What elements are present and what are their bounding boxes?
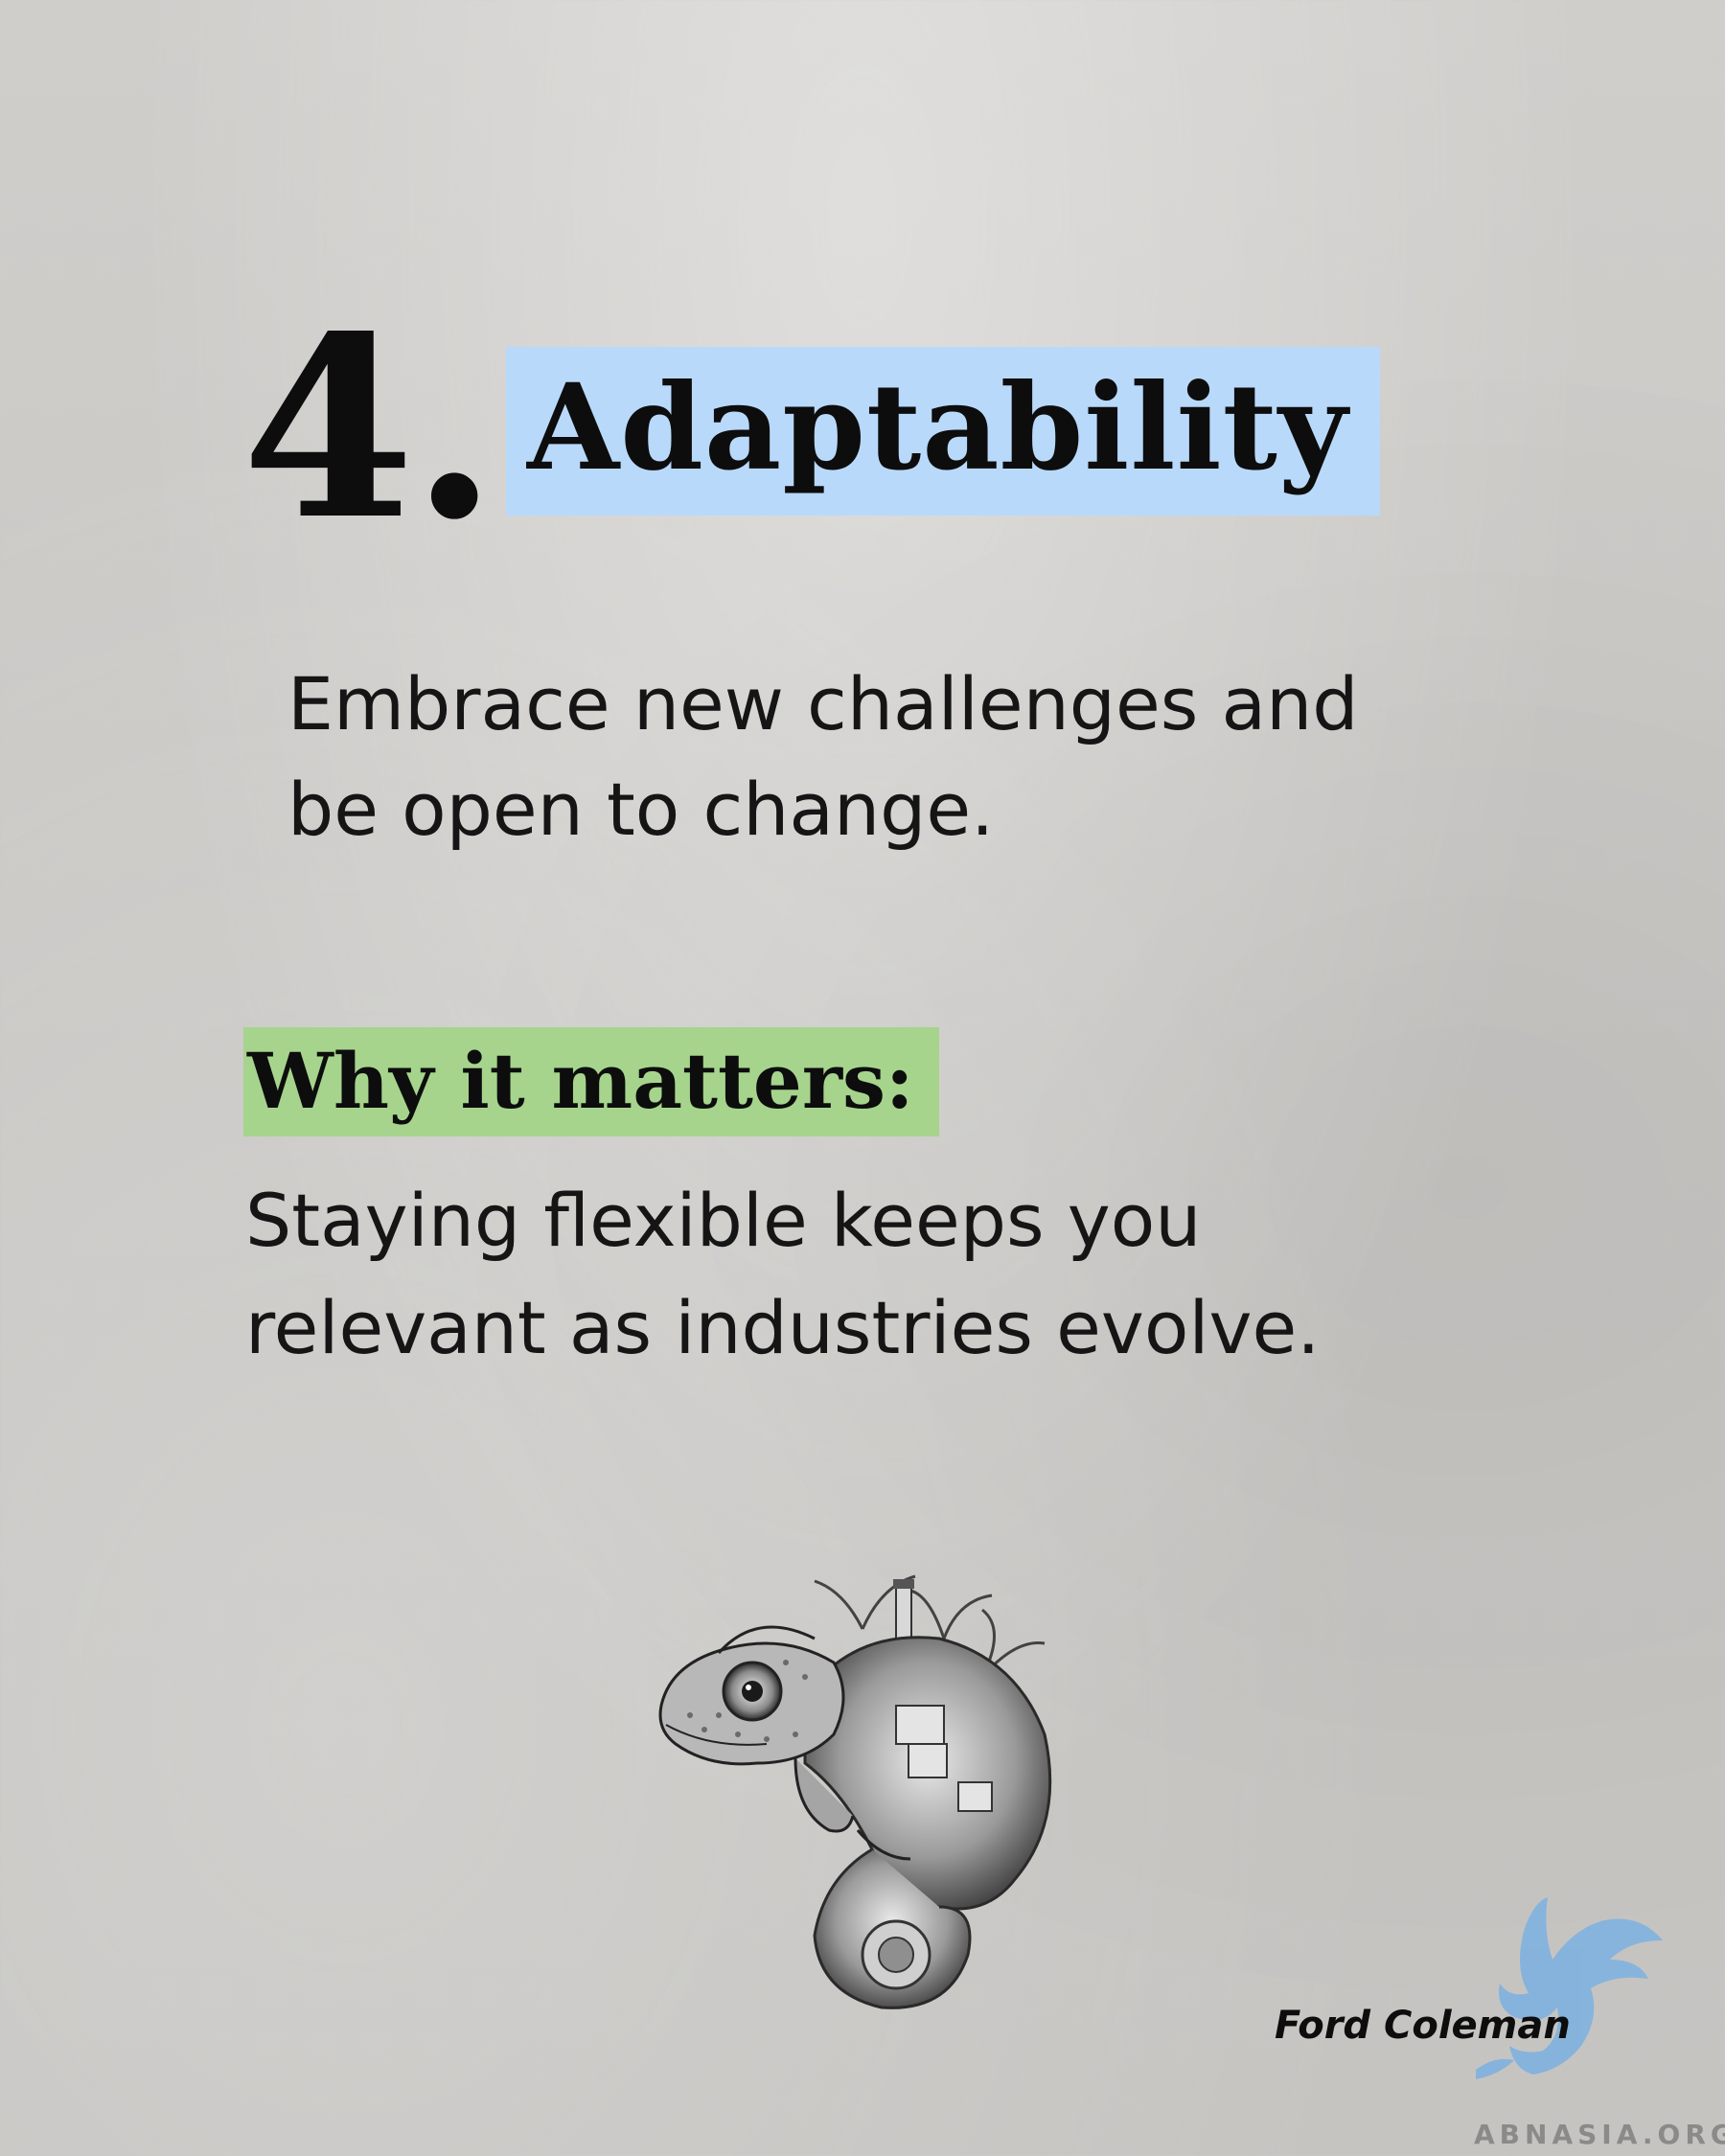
- step-number: 4.: [242, 283, 497, 575]
- why-line-1: Staying flexible keeps you: [245, 1178, 1202, 1263]
- intro-line-1: Embrace new challenges and: [288, 661, 1359, 746]
- griffin-logo-icon: [1476, 1897, 1663, 2079]
- why-highlight: [243, 1027, 939, 1136]
- why-paragraph: Staying flexible keeps you relevant as i…: [245, 1167, 1587, 1382]
- logo-wordmark: ABNASIA.ORG: [1474, 2119, 1725, 2150]
- page-title: Adaptability: [527, 358, 1348, 497]
- author-signature: Ford Coleman: [1275, 2004, 1571, 2048]
- why-label: Why it matters:: [247, 1036, 914, 1126]
- why-line-2: relevant as industries evolve.: [245, 1285, 1321, 1370]
- intro-line-2: be open to change.: [288, 767, 995, 852]
- chameleon-illustration-icon: [658, 1574, 1052, 2009]
- title-highlight: [506, 347, 1380, 516]
- intro-paragraph: Embrace new challenges and be open to ch…: [288, 652, 1438, 862]
